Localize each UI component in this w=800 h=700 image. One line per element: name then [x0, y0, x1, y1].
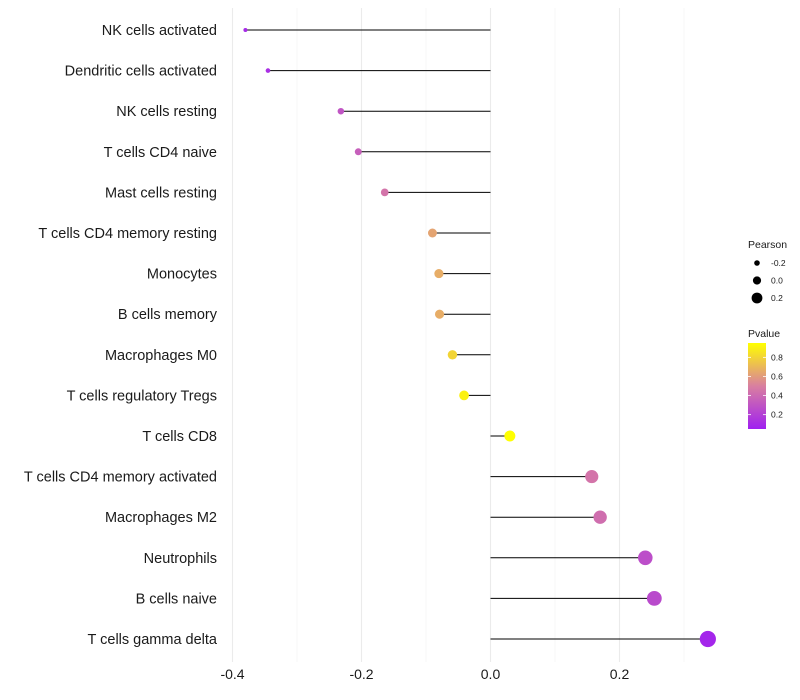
color-legend-label: 0.2: [771, 410, 783, 420]
data-point: [459, 390, 469, 401]
category-label: Macrophages M0: [105, 348, 217, 364]
color-legend-label: 0.4: [771, 391, 783, 401]
color-legend-bar: [748, 343, 766, 429]
color-legend-title: Pvalue: [748, 328, 780, 340]
category-label: B cells naive: [136, 591, 217, 607]
data-point: [243, 28, 248, 32]
data-point: [380, 188, 389, 197]
data-point: [638, 550, 653, 566]
lollipop-points: [243, 28, 716, 648]
data-point: [593, 510, 607, 524]
color-legend-label: 0.8: [771, 352, 783, 362]
data-point: [434, 309, 445, 319]
category-label: T cells CD4 memory resting: [38, 226, 217, 242]
x-tick-label: 0.0: [481, 666, 501, 682]
size-legend-label: 0.0: [771, 276, 783, 286]
data-point: [447, 350, 458, 360]
category-label: T cells regulatory Tregs: [67, 388, 217, 404]
category-label: T cells CD4 naive: [104, 145, 217, 161]
data-point: [427, 228, 437, 238]
category-label: NK cells activated: [102, 23, 217, 39]
size-legend-label: -0.2: [771, 258, 786, 268]
category-label: Mast cells resting: [105, 185, 217, 201]
category-label: Dendritic cells activated: [65, 64, 217, 80]
x-tick-label: 0.2: [610, 666, 630, 682]
category-label: T cells gamma delta: [88, 632, 218, 648]
x-tick-label: -0.2: [349, 666, 373, 682]
category-label: Macrophages M2: [105, 510, 217, 526]
size-legend-label: 0.2: [771, 293, 783, 303]
color-legend-label: 0.6: [771, 371, 783, 381]
data-point: [337, 107, 345, 115]
data-point: [434, 269, 444, 279]
data-point: [646, 591, 662, 606]
category-label: NK cells resting: [116, 104, 217, 120]
x-tick-label: -0.4: [220, 666, 244, 682]
size-legend-key: [751, 292, 763, 304]
legend: Pearson Pvalue -0.2 0.0 0.2 0.8 0.6 0.4 0.2: [748, 239, 787, 429]
category-label: T cells CD4 memory activated: [24, 470, 217, 486]
size-legend-key: [754, 260, 760, 266]
category-label: B cells memory: [118, 307, 218, 323]
size-legend-title: Pearson: [748, 239, 787, 251]
x-axis-ticks: -0.4 -0.2 0.0 0.2: [220, 666, 629, 682]
category-labels: NK cells activated Dendritic cells activa…: [24, 23, 218, 648]
size-legend-key: [752, 276, 762, 285]
category-label: Neutrophils: [144, 551, 217, 567]
data-point: [585, 470, 599, 484]
lollipop-stems: [245, 29, 708, 640]
data-point: [265, 68, 271, 73]
data-point: [699, 630, 716, 648]
data-point: [354, 148, 362, 156]
category-label: Monocytes: [147, 267, 217, 283]
grid-lines: [231, 8, 685, 662]
data-point: [504, 430, 516, 442]
category-label: T cells CD8: [142, 429, 217, 445]
